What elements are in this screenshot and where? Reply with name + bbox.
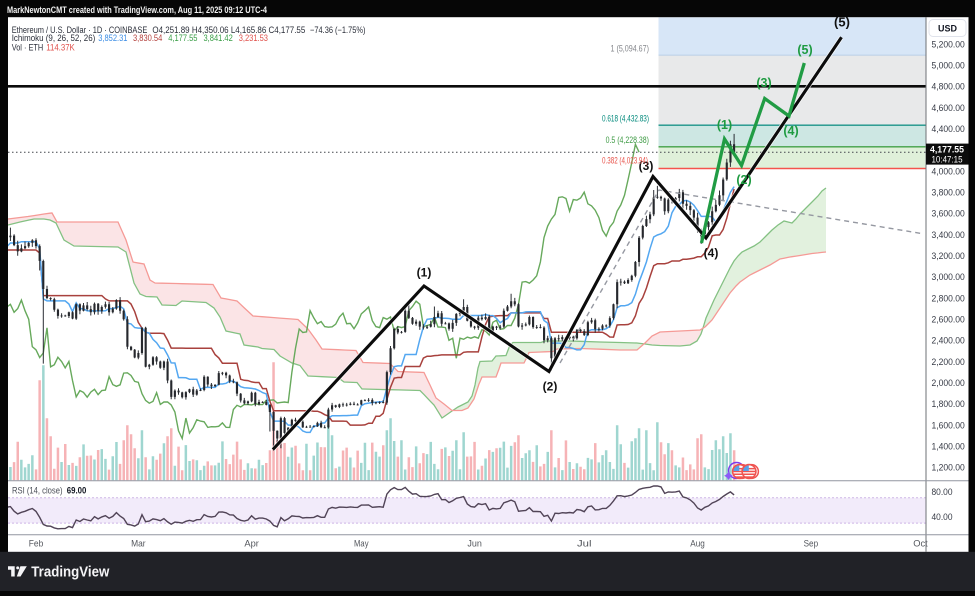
svg-text:(1): (1) — [417, 266, 432, 280]
svg-text:4,600.00: 4,600.00 — [932, 103, 965, 113]
svg-text:3,852.31: 3,852.31 — [98, 33, 127, 43]
svg-text:3,800.00: 3,800.00 — [932, 188, 965, 198]
svg-text:4,400.00: 4,400.00 — [932, 124, 965, 134]
svg-text:2,000.00: 2,000.00 — [932, 378, 965, 388]
svg-text:2,600.00: 2,600.00 — [932, 315, 965, 325]
svg-text:4,000.00: 4,000.00 — [932, 166, 965, 176]
svg-text:(2): (2) — [543, 379, 558, 393]
svg-text:69.00: 69.00 — [67, 485, 87, 495]
svg-text:1 (5,094.67): 1 (5,094.67) — [611, 43, 650, 53]
svg-text:(5): (5) — [797, 43, 812, 57]
svg-text:Mar: Mar — [131, 538, 146, 549]
svg-text:MarkNewtonCMT created with Tra: MarkNewtonCMT created with TradingView.c… — [7, 5, 268, 16]
svg-text:3,200.00: 3,200.00 — [932, 251, 965, 261]
svg-text:3,000.00: 3,000.00 — [932, 272, 965, 282]
svg-text:Jun: Jun — [467, 538, 482, 549]
svg-text:10:47:15: 10:47:15 — [932, 154, 963, 165]
svg-text:114.37K: 114.37K — [46, 43, 75, 53]
svg-text:Jul: Jul — [577, 538, 592, 549]
svg-text:3,830.54: 3,830.54 — [133, 33, 162, 43]
svg-text:0.5 (4,228.38): 0.5 (4,228.38) — [606, 135, 649, 145]
svg-text:3,231.53: 3,231.53 — [239, 33, 268, 43]
svg-text:1,800.00: 1,800.00 — [932, 399, 965, 409]
svg-text:3,841.42: 3,841.42 — [204, 33, 233, 43]
svg-text:−74.36 (−1.75%): −74.36 (−1.75%) — [310, 25, 366, 35]
svg-text:1,400.00: 1,400.00 — [932, 442, 965, 452]
svg-text:5,000.00: 5,000.00 — [932, 61, 965, 71]
svg-text:0.382 (4,023.94): 0.382 (4,023.94) — [602, 155, 648, 165]
svg-text:3,400.00: 3,400.00 — [932, 230, 965, 240]
svg-text:0.618 (4,432.83): 0.618 (4,432.83) — [602, 113, 649, 123]
svg-text:5,200.00: 5,200.00 — [932, 39, 965, 49]
svg-text:USD: USD — [938, 23, 957, 34]
svg-text:RSI (14, close): RSI (14, close) — [12, 485, 63, 495]
svg-text:Apr: Apr — [244, 538, 259, 549]
svg-text:40.00: 40.00 — [932, 512, 953, 522]
svg-text:Vol · ETH: Vol · ETH — [12, 43, 44, 53]
svg-text:(4): (4) — [704, 246, 719, 260]
svg-text:(3): (3) — [756, 76, 771, 90]
svg-text:4,800.00: 4,800.00 — [932, 82, 965, 92]
svg-text:2,800.00: 2,800.00 — [932, 293, 965, 303]
svg-text:2,200.00: 2,200.00 — [932, 357, 965, 367]
svg-text:TradingView: TradingView — [31, 565, 110, 581]
svg-text:(2): (2) — [736, 173, 751, 187]
svg-text:4,177.55: 4,177.55 — [168, 33, 197, 43]
svg-text:80.00: 80.00 — [932, 487, 953, 497]
svg-text:1,600.00: 1,600.00 — [932, 420, 965, 430]
svg-text:2,400.00: 2,400.00 — [932, 336, 965, 346]
svg-text:3,600.00: 3,600.00 — [932, 209, 965, 219]
svg-text:(4): (4) — [783, 124, 798, 138]
svg-text:(1): (1) — [717, 118, 732, 132]
svg-text:1,200.00: 1,200.00 — [932, 463, 965, 473]
svg-text:Feb: Feb — [29, 538, 44, 549]
svg-text:May: May — [354, 538, 369, 549]
svg-text:Sep: Sep — [804, 538, 819, 549]
svg-text:Oct: Oct — [913, 538, 928, 549]
svg-text:Aug: Aug — [690, 538, 705, 549]
